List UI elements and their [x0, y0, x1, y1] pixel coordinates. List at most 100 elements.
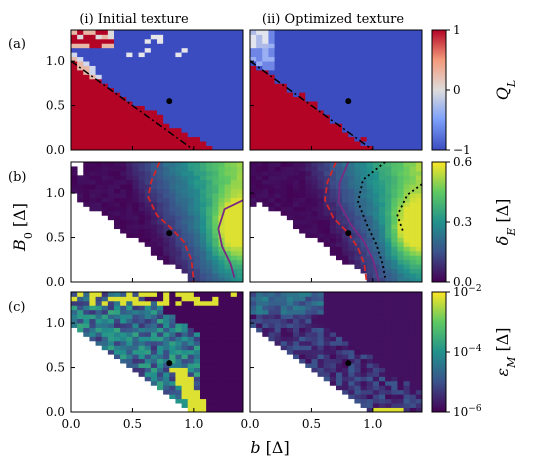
heatmap-cell	[83, 101, 90, 106]
heatmap-cell	[120, 127, 127, 133]
heatmap-cell	[144, 123, 152, 129]
heatmap-cell	[293, 193, 300, 198]
heatmap-cell	[274, 110, 282, 115]
heatmap-cell	[385, 52, 392, 58]
heatmap-cell	[236, 277, 243, 282]
heatmap-cell	[193, 398, 201, 404]
heatmap-cell	[409, 327, 417, 333]
heatmap-cell	[95, 175, 103, 181]
heatmap-cell	[311, 323, 318, 328]
heatmap-cell	[286, 105, 294, 111]
heatmap-cell	[193, 184, 201, 190]
heatmap-cell	[187, 114, 195, 120]
marker-point	[345, 98, 352, 105]
heatmap-cell	[101, 132, 109, 138]
heatmap-cell	[360, 309, 368, 315]
heatmap-cell	[206, 407, 213, 412]
heatmap-cell	[342, 197, 349, 203]
heatmap-cell	[286, 65, 294, 71]
heatmap-cell	[317, 38, 325, 44]
heatmap-cell	[157, 332, 164, 337]
heatmap-cell	[274, 52, 282, 58]
heatmap-cell	[71, 74, 78, 80]
heatmap-cell	[354, 83, 361, 89]
heatmap-cell	[218, 327, 225, 333]
heatmap-cell	[336, 380, 343, 386]
heatmap-cell	[224, 47, 232, 53]
heatmap-cell	[95, 123, 103, 129]
heatmap-cell	[280, 141, 288, 146]
heatmap-cell	[77, 78, 84, 84]
heatmap-cell	[342, 114, 349, 120]
heatmap-cell	[200, 219, 207, 225]
heatmap-cell	[144, 340, 152, 346]
heatmap-cell	[138, 318, 146, 324]
heatmap-cell	[274, 56, 282, 62]
heatmap-cell	[397, 363, 404, 368]
heatmap-cell	[403, 170, 411, 176]
heatmap-cell	[372, 380, 380, 386]
heatmap-cell	[206, 255, 213, 261]
heatmap-cell	[329, 323, 337, 328]
heatmap-cell	[274, 136, 282, 142]
heatmap-cell	[342, 389, 349, 395]
heatmap-cell	[83, 166, 90, 172]
heatmap-cell	[206, 372, 213, 377]
heatmap-cell	[163, 327, 170, 333]
heatmap-cell	[163, 206, 170, 212]
heatmap-cell	[150, 210, 158, 216]
heatmap-cell	[200, 237, 207, 243]
heatmap-cell	[299, 340, 306, 346]
heatmap-cell	[360, 136, 368, 142]
heatmap-cell	[212, 336, 219, 342]
heatmap-cell	[415, 305, 422, 311]
heatmap-cell	[379, 43, 386, 49]
heatmap-cell	[372, 52, 380, 58]
heatmap-cell	[311, 74, 318, 80]
heatmap-cell	[293, 340, 300, 346]
heatmap-cell	[360, 327, 368, 333]
heatmap-cell	[236, 376, 243, 382]
heatmap-cell	[366, 327, 374, 333]
heatmap-cell	[181, 188, 189, 194]
heatmap-cell	[336, 101, 343, 106]
heatmap-cell	[144, 292, 152, 297]
heatmap-cell	[95, 92, 103, 98]
heatmap-cell	[323, 367, 331, 373]
heatmap-cell	[305, 179, 312, 185]
heatmap-cell	[193, 30, 201, 35]
heatmap-cell	[366, 349, 374, 355]
heatmap-cell	[305, 296, 312, 302]
heatmap-cell	[299, 210, 306, 216]
heatmap-cell	[293, 43, 300, 49]
heatmap-cell	[317, 127, 325, 133]
heatmap-cell	[360, 255, 368, 261]
heatmap-cell	[360, 179, 368, 185]
heatmap-cell	[206, 105, 213, 111]
heatmap-cell	[169, 78, 176, 84]
heatmap-cell	[385, 38, 392, 44]
heatmap-cell	[126, 224, 133, 230]
heatmap-cell	[262, 202, 269, 207]
heatmap-cell	[126, 305, 133, 311]
heatmap-cell	[268, 132, 275, 138]
heatmap-cell	[206, 277, 213, 282]
heatmap-cell	[397, 132, 404, 138]
heatmap-cell	[360, 197, 368, 203]
heatmap-cell	[193, 349, 201, 355]
heatmap-cell	[107, 296, 115, 302]
heatmap-cell	[415, 345, 422, 351]
heatmap-cell	[181, 394, 189, 400]
heatmap-cell	[150, 228, 158, 234]
heatmap-cell	[224, 87, 232, 93]
heatmap-cell	[385, 403, 392, 408]
heatmap-cell	[354, 309, 361, 315]
heatmap-cell	[336, 318, 343, 324]
heatmap-cell	[175, 61, 182, 66]
heatmap-cell	[391, 277, 398, 282]
heatmap-cell	[206, 300, 213, 306]
heatmap-cell	[157, 323, 164, 328]
heatmap-cell	[262, 83, 269, 89]
heatmap-cell	[329, 132, 337, 138]
heatmap-cell	[323, 170, 331, 176]
